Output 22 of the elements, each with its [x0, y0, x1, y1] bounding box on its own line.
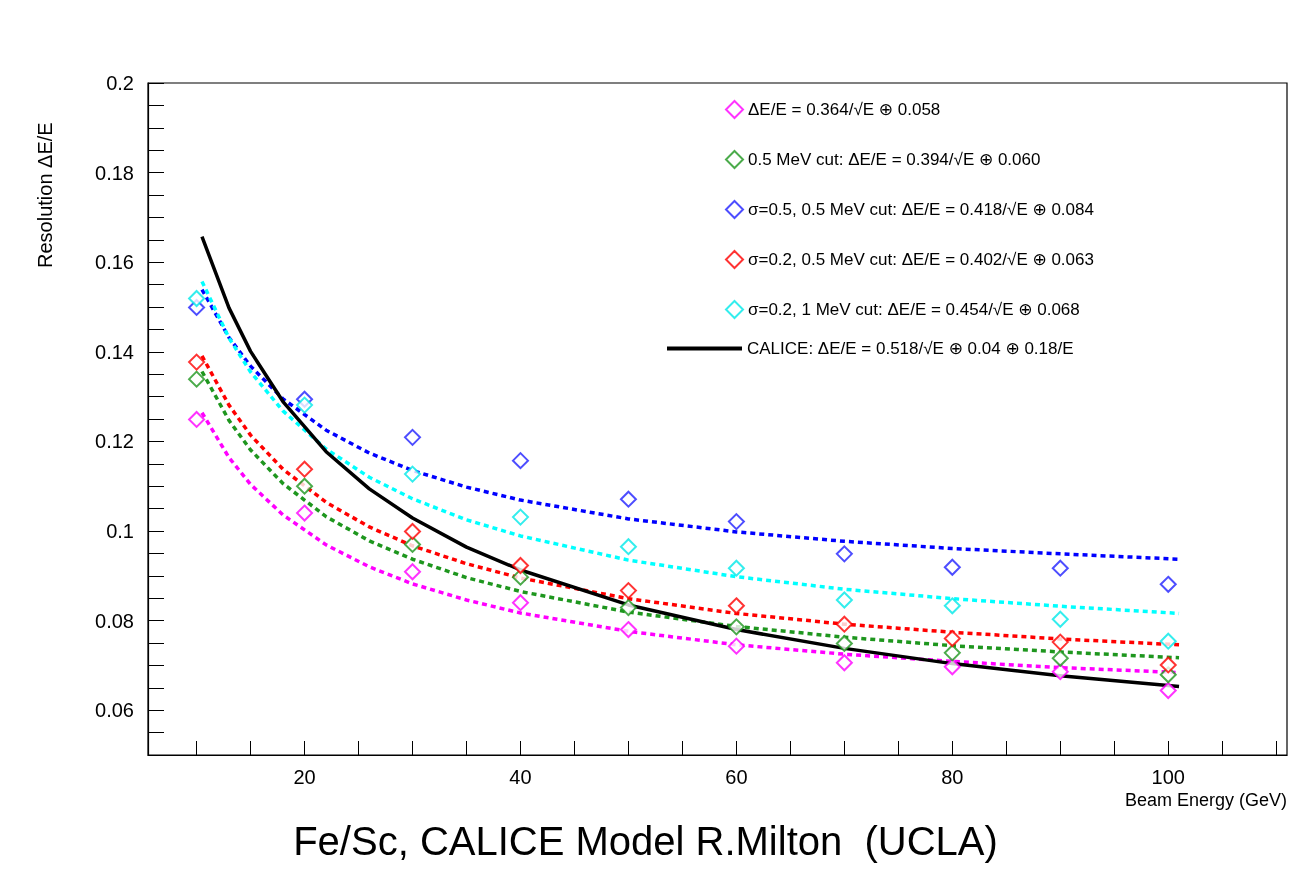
- y-tick-label: 0.14: [95, 340, 134, 363]
- legend-label: σ=0.5, 0.5 MeV cut: ΔE/E = 0.418/√E ⊕ 0.084: [748, 200, 1094, 219]
- legend-label: σ=0.2, 1 MeV cut: ΔE/E = 0.454/√E ⊕ 0.068: [748, 300, 1080, 319]
- y-tick-label: 0.06: [95, 699, 134, 722]
- x-tick-label: 100: [1151, 766, 1185, 788]
- y-tick-label: 0.12: [95, 430, 134, 453]
- y-tick-label: 0.18: [95, 161, 134, 184]
- y-tick-label: 0.2: [106, 72, 134, 94]
- y-axis-title: Resolution ΔE/E: [34, 122, 56, 268]
- x-tick-label: 20: [293, 766, 316, 788]
- legend-label: σ=0.2, 0.5 MeV cut: ΔE/E = 0.402/√E ⊕ 0.063: [748, 250, 1094, 269]
- x-tick-label: 60: [725, 766, 748, 788]
- text: Fe/Sc, CALICE Model R.Milton (UCLA): [293, 819, 998, 863]
- x-tick-label: 40: [509, 766, 532, 788]
- y-tick-label: 0.1: [106, 520, 134, 542]
- legend-label: ΔE/E = 0.364/√E ⊕ 0.058: [748, 100, 941, 119]
- legend-label: 0.5 MeV cut: ΔE/E = 0.394/√E ⊕ 0.060: [748, 150, 1041, 169]
- legend-label: CALICE: ΔE/E = 0.518/√E ⊕ 0.04 ⊕ 0.18/E: [747, 339, 1074, 358]
- y-tick-label: 0.08: [95, 609, 134, 632]
- x-axis-title: Beam Energy (GeV): [1124, 790, 1287, 810]
- y-tick-label: 0.16: [95, 251, 134, 274]
- x-tick-label: 80: [941, 766, 964, 788]
